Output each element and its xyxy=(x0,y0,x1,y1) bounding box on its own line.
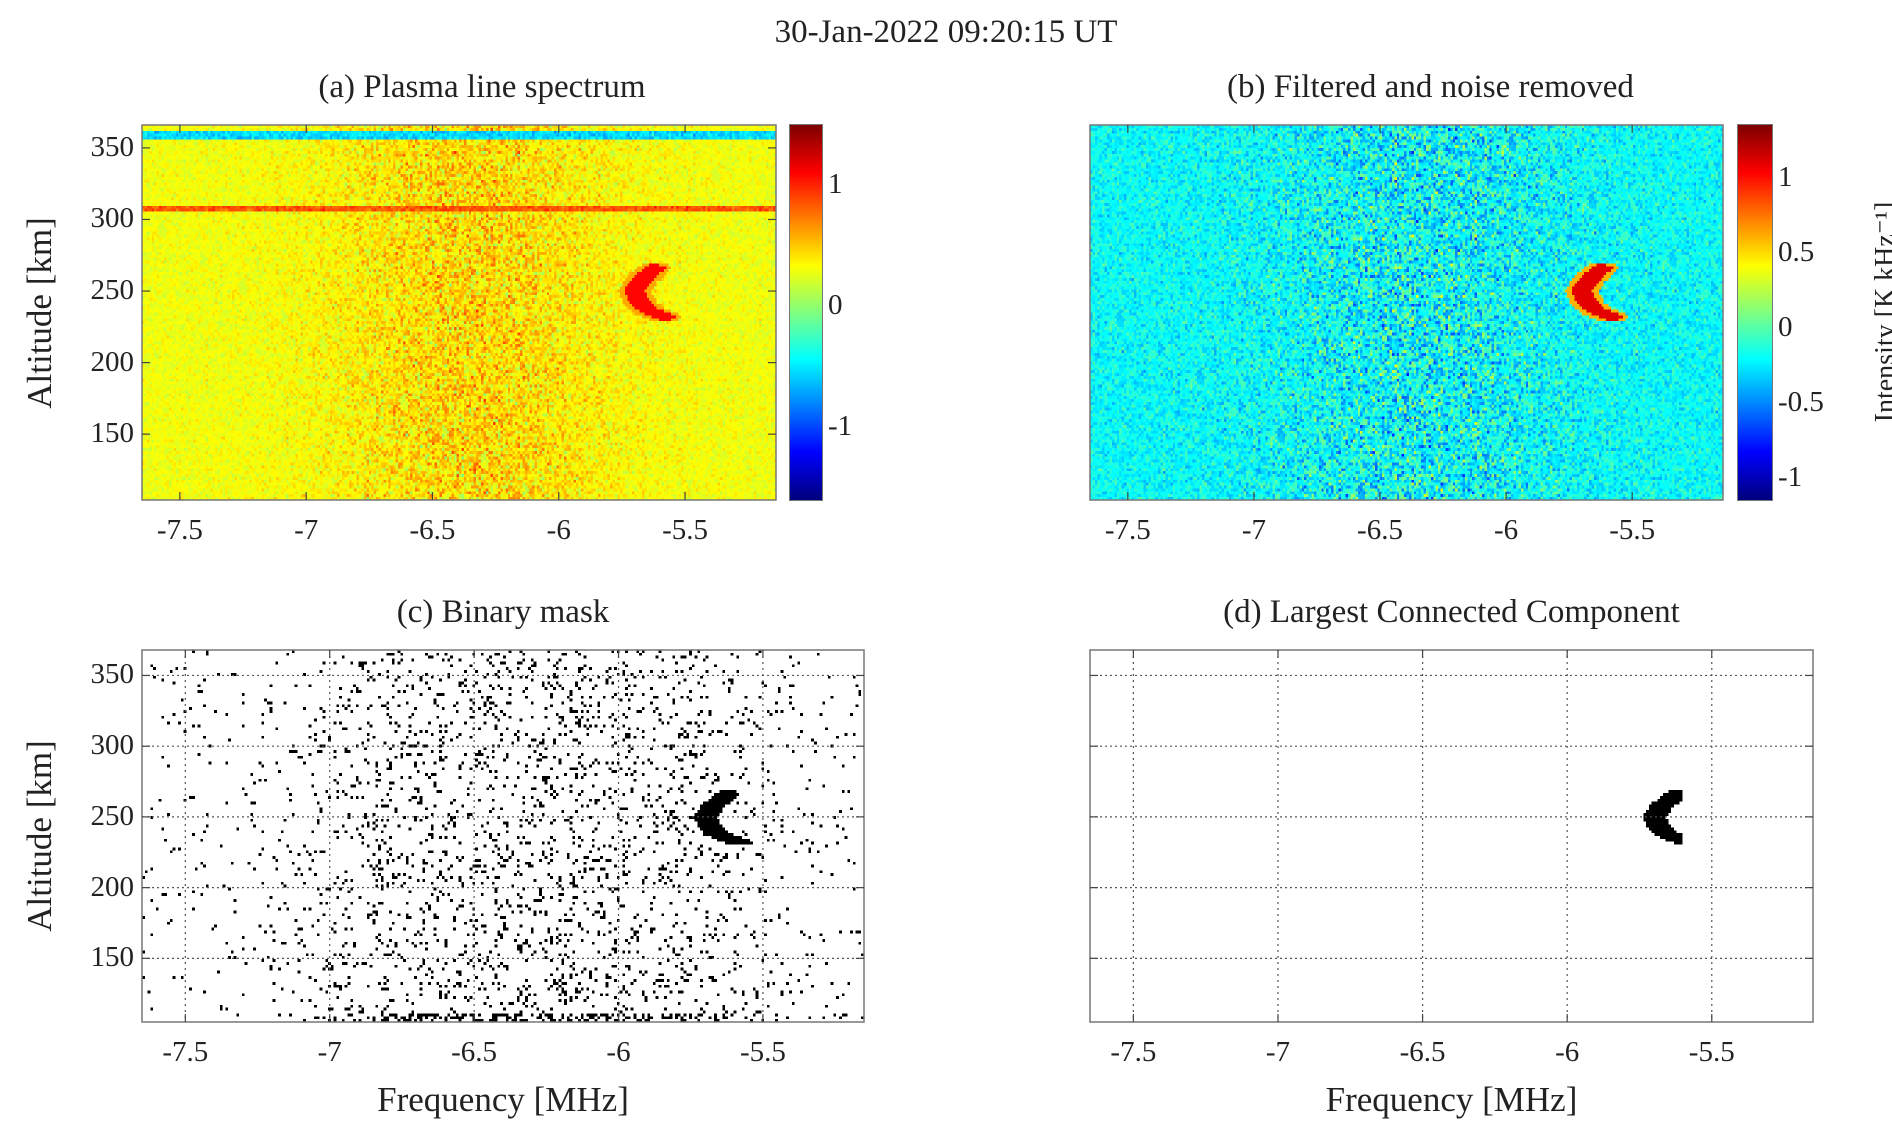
y-tick-label: 150 xyxy=(90,941,135,974)
x-tick-label: -6.5 xyxy=(1357,514,1403,546)
y-tick-label: 350 xyxy=(90,658,135,691)
x-tick-label: -6.5 xyxy=(1399,1036,1446,1068)
axes-c xyxy=(141,649,865,1023)
y-tick-label: 300 xyxy=(90,729,135,762)
x-tick-label: -7 xyxy=(317,1036,342,1068)
plot-image-d xyxy=(1090,650,1813,1022)
panel-title-c: (c) Binary mask xyxy=(396,594,610,630)
colorbar-tick-label: 0 xyxy=(1778,310,1793,343)
plot-image-b xyxy=(1090,125,1723,500)
colorbar-tick-label: -0.5 xyxy=(1778,385,1824,418)
y-tick-label: 300 xyxy=(90,202,135,235)
figure-title: 30-Jan-2022 09:20:15 UT xyxy=(774,14,1118,50)
y-tick-label: 200 xyxy=(90,345,135,378)
y-tick-label: 350 xyxy=(90,130,135,163)
x-tick-label: -6 xyxy=(546,514,571,546)
plot-image-c xyxy=(142,650,864,1022)
y-axis-label: Altitude [km] xyxy=(20,740,59,932)
axes-b xyxy=(1089,124,1724,501)
axes-box xyxy=(1089,649,1814,1023)
y-tick-label: 250 xyxy=(90,799,135,832)
colorbar-label: Intensity [K kHz⁻¹] xyxy=(1870,201,1892,422)
x-tick-label: -7.5 xyxy=(1110,1036,1157,1068)
x-axis-label: Frequency [MHz] xyxy=(1325,1080,1578,1119)
plot-image-a xyxy=(142,125,776,500)
x-tick-label: -6 xyxy=(606,1036,631,1068)
x-axis-label: Frequency [MHz] xyxy=(377,1080,629,1119)
x-tick-label: -5.5 xyxy=(739,1036,786,1068)
x-tick-label: -6.5 xyxy=(451,1036,498,1068)
x-tick-label: -7 xyxy=(1265,1036,1291,1068)
panel-title-d: (d) Largest Connected Component xyxy=(1223,594,1680,630)
y-tick-label: 150 xyxy=(90,417,135,450)
y-axis-label: Altitude [km] xyxy=(20,216,59,409)
axes-d xyxy=(1089,649,1814,1023)
colorbar-b xyxy=(1737,124,1773,501)
x-tick-label: -6 xyxy=(1494,514,1519,546)
colorbar-tick-label: 0.5 xyxy=(1778,235,1815,268)
colorbar-a xyxy=(789,124,823,501)
axes-box xyxy=(1089,124,1724,501)
x-tick-label: -7 xyxy=(294,514,319,546)
panel-title-b: (b) Filtered and noise removed xyxy=(1227,69,1634,105)
colorbar-tick-label: 0 xyxy=(828,289,843,322)
x-tick-label: -5.5 xyxy=(1688,1036,1735,1068)
x-tick-label: -7 xyxy=(1241,514,1266,546)
colorbar-tick-label: -1 xyxy=(1778,460,1803,493)
x-tick-label: -6 xyxy=(1555,1036,1580,1068)
x-tick-label: -5.5 xyxy=(1609,514,1656,546)
colorbar-tick-label: -1 xyxy=(828,410,853,443)
panel-title-a: (a) Plasma line spectrum xyxy=(318,69,646,105)
x-tick-label: -7.5 xyxy=(162,1036,209,1068)
colorbar-tick-label: 1 xyxy=(1778,160,1793,193)
y-tick-label: 200 xyxy=(90,870,135,903)
x-tick-label: -6.5 xyxy=(409,514,456,546)
axes-box xyxy=(141,649,865,1023)
x-tick-label: -5.5 xyxy=(662,514,709,546)
x-tick-label: -7.5 xyxy=(1104,514,1151,546)
axes-box xyxy=(141,124,777,501)
axes-a xyxy=(141,124,777,501)
colorbar-tick-label: 1 xyxy=(828,168,843,201)
x-tick-label: -7.5 xyxy=(156,514,203,546)
y-tick-label: 250 xyxy=(90,274,135,307)
